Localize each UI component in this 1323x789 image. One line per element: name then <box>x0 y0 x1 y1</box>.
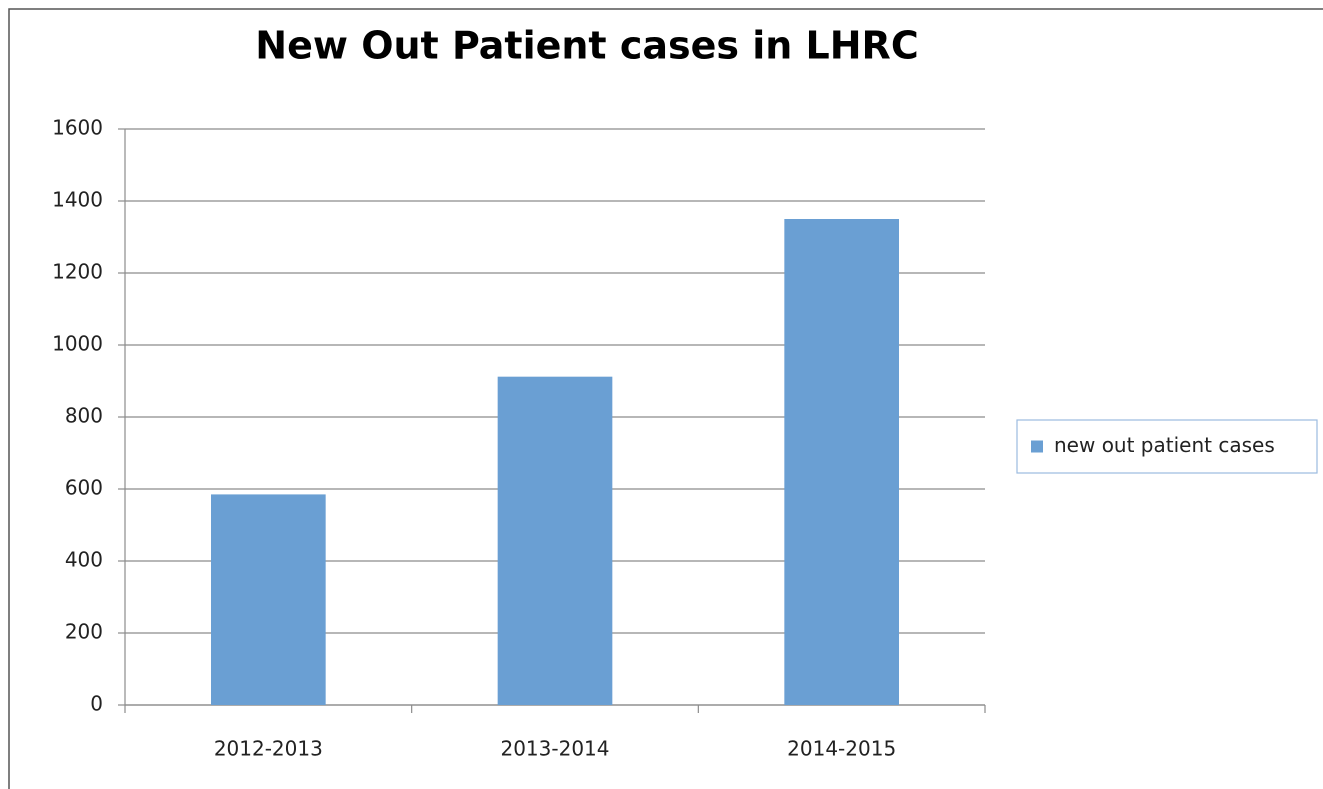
chart-title: New Out Patient cases in LHRC <box>255 24 918 68</box>
y-tick-label: 1600 <box>52 116 103 140</box>
y-tick-label: 600 <box>65 476 103 500</box>
chart-frame <box>8 8 1323 789</box>
y-tick-label: 0 <box>90 692 103 716</box>
y-tick-label: 1200 <box>52 260 103 284</box>
x-tick-label: 2014-2015 <box>787 737 896 761</box>
y-tick-label: 800 <box>65 404 103 428</box>
y-tick-label: 1400 <box>52 188 103 212</box>
bar <box>784 219 899 705</box>
y-tick-label: 200 <box>65 620 103 644</box>
legend-box <box>1016 419 1318 474</box>
y-tick-label: 1000 <box>52 332 103 356</box>
x-tick-label: 2012-2013 <box>214 737 323 761</box>
y-tick-label: 400 <box>65 548 103 572</box>
x-tick-label: 2013-2014 <box>500 737 609 761</box>
legend-swatch <box>1031 440 1043 453</box>
legend-label: new out patient cases <box>1054 433 1275 457</box>
bar <box>211 494 326 705</box>
bar <box>497 376 613 705</box>
